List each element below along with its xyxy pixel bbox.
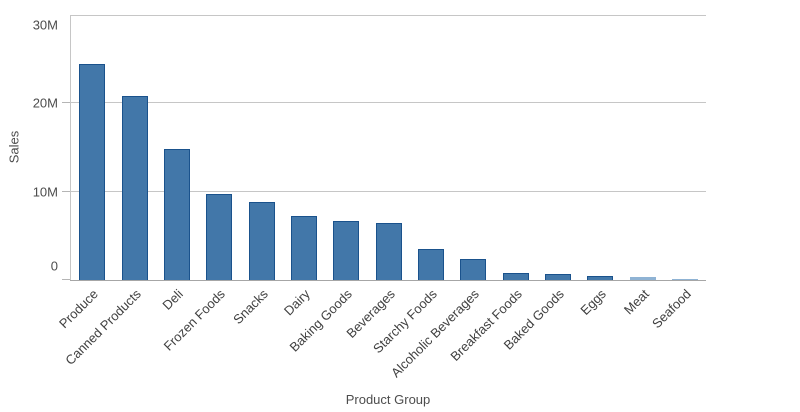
x-category-label-dairy: Dairy xyxy=(280,286,313,319)
bar-canned-products[interactable] xyxy=(121,96,148,280)
y-tick-mark-0 xyxy=(62,279,70,280)
y-tick-mark-10m xyxy=(62,190,70,192)
bar-dairy[interactable] xyxy=(290,216,317,280)
x-category-label-canned-products: Canned Products xyxy=(61,286,144,368)
bar-frozen-foods[interactable] xyxy=(206,194,233,280)
y-tick-mark-20m xyxy=(62,102,70,104)
y-tick-label-20m: 20M xyxy=(32,95,58,111)
bar-baking-goods[interactable] xyxy=(333,220,360,280)
bar-baked-goods[interactable] xyxy=(544,273,571,280)
x-category-label-snacks: Snacks xyxy=(229,286,271,328)
bar-beverages[interactable] xyxy=(375,223,402,280)
y-tick-label-10m: 10M xyxy=(32,184,58,200)
bar-alcoholic-beverages[interactable] xyxy=(460,258,487,280)
gridline-10m xyxy=(71,190,706,192)
y-tick-label-30m: 30M xyxy=(32,17,58,33)
y-tick-label-0: 0 xyxy=(50,258,58,274)
y-axis-title: Sales xyxy=(6,130,22,164)
x-category-label-deli: Deli xyxy=(159,286,186,313)
bar-snacks[interactable] xyxy=(248,202,275,280)
x-axis-line xyxy=(70,280,706,281)
x-axis-title: Product Group xyxy=(345,392,431,407)
gridline-30m xyxy=(71,15,706,16)
x-category-label-seafood: Seafood xyxy=(648,286,694,332)
bar-eggs[interactable] xyxy=(587,275,614,280)
bar-meat[interactable] xyxy=(629,277,656,280)
gridline-20m xyxy=(71,102,706,104)
bar-seafood[interactable] xyxy=(671,278,698,280)
plot-area xyxy=(62,15,706,281)
bar-deli[interactable] xyxy=(163,149,190,280)
bar-breakfast-foods[interactable] xyxy=(502,272,529,280)
x-category-label-meat: Meat xyxy=(620,286,652,318)
x-category-label-eggs: Eggs xyxy=(577,286,610,318)
bar-produce[interactable] xyxy=(79,64,106,280)
bar-starchy-foods[interactable] xyxy=(417,249,444,280)
